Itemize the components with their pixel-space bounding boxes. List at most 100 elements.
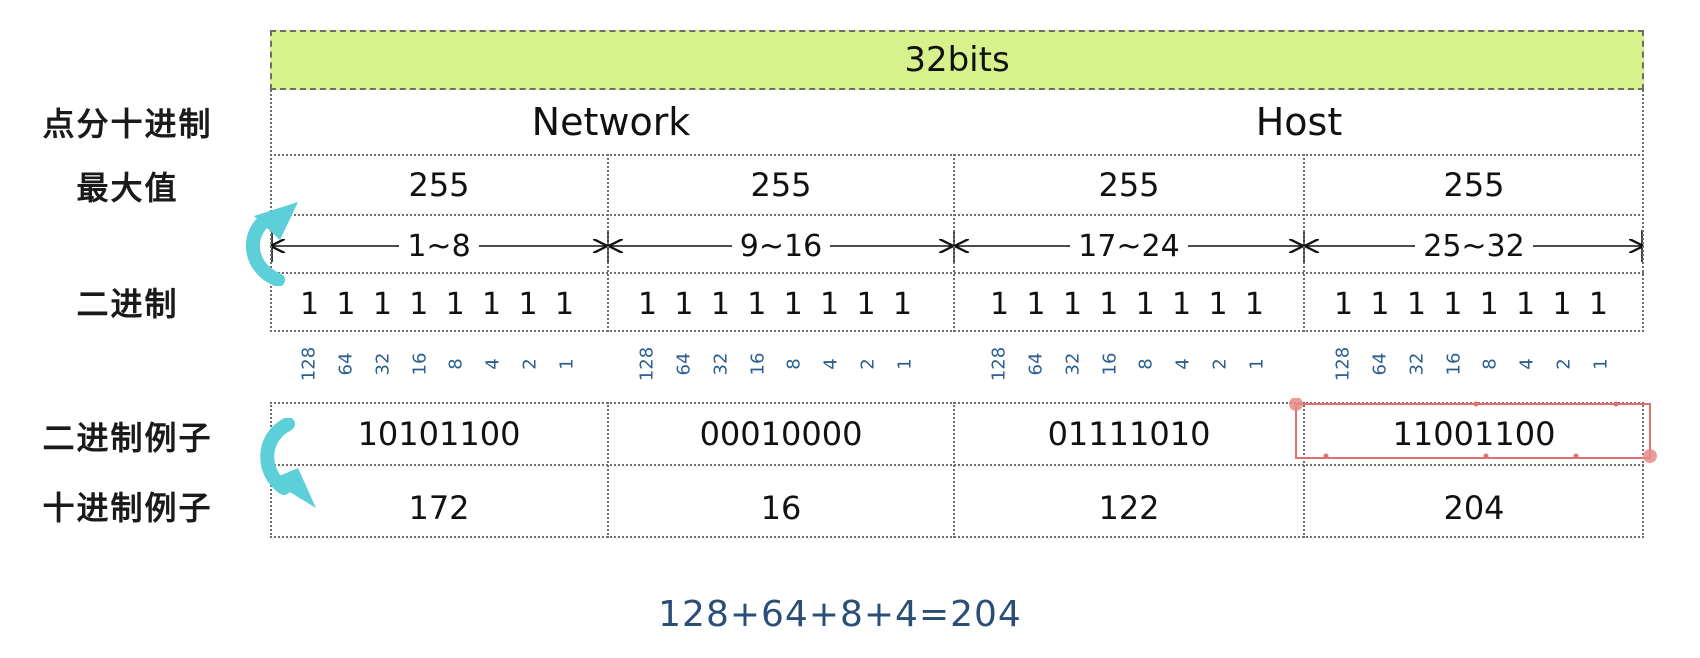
bit-digit: 1 [482, 286, 502, 322]
grid-line [270, 402, 1644, 404]
binary-example-octet-4: 11001100 [1392, 415, 1556, 453]
row-label-dotted-decimal: 点分十进制 [42, 105, 213, 143]
grid-line [270, 154, 1644, 156]
max-value-octet-4: 255 [1443, 166, 1505, 204]
bit-weight: 2 [519, 358, 541, 370]
range-label-1: 1~8 [399, 228, 479, 264]
max-value-octet-2: 255 [750, 166, 812, 204]
range-cell-2: 9~16 [608, 216, 954, 276]
bit-digit: 1 [892, 286, 912, 322]
bits-header-label: 32bits [904, 40, 1010, 80]
bit-digit: 1 [518, 286, 538, 322]
binary-example-octet-3: 01111010 [1047, 415, 1211, 453]
decimal-example-octet-3: 122 [1098, 489, 1160, 527]
bit-weight: 8 [1135, 358, 1157, 370]
bit-weight: 8 [445, 358, 467, 370]
curved-up-arrow-icon [245, 202, 298, 286]
bit-weight: 2 [1553, 358, 1575, 370]
bit-digit: 1 [638, 286, 658, 322]
bit-weight: 16 [747, 352, 769, 376]
grid-line [1642, 402, 1644, 538]
bit-digit: 1 [1479, 286, 1499, 322]
bit-digit: 1 [1334, 286, 1354, 322]
bit-weight: 32 [710, 352, 732, 376]
grid-line [270, 536, 1644, 538]
bit-digit: 1 [747, 286, 767, 322]
row-label-binary-example: 二进制例子 [42, 419, 213, 457]
bit-weight: 1 [894, 358, 916, 370]
grid-line [270, 330, 1644, 332]
bit-digit: 1 [409, 286, 429, 322]
grid-line [270, 272, 1644, 274]
grid-line [1303, 402, 1305, 538]
grid-line [1642, 90, 1644, 332]
range-cell-1: 1~8 [270, 216, 608, 276]
bit-weight: 16 [409, 352, 431, 376]
max-value-octet-1: 255 [408, 166, 470, 204]
bit-weight: 8 [783, 358, 805, 370]
bit-digit: 1 [1135, 286, 1155, 322]
bit-digit: 1 [1516, 286, 1536, 322]
decimal-example-octet-4: 204 [1443, 489, 1505, 527]
grid-line [607, 402, 609, 538]
bit-digit: 1 [1552, 286, 1572, 322]
grid-line [953, 154, 955, 332]
bit-weight: 64 [335, 352, 357, 376]
bit-digit: 1 [783, 286, 803, 322]
bit-digit: 1 [856, 286, 876, 322]
bit-digit: 1 [1026, 286, 1046, 322]
bits-header: 32bits [270, 30, 1644, 90]
bit-weight: 128 [298, 346, 320, 382]
bit-digit: 1 [1443, 286, 1463, 322]
binary-example-octet-1: 10101100 [357, 415, 521, 453]
bit-digit: 1 [336, 286, 356, 322]
range-cell-3: 17~24 [954, 216, 1304, 276]
bit-weight: 64 [1369, 352, 1391, 376]
bit-digit: 1 [1244, 286, 1264, 322]
bit-weight: 2 [1209, 358, 1231, 370]
bit-digit: 1 [445, 286, 465, 322]
bit-weight: 4 [820, 358, 842, 370]
bit-digit: 1 [1208, 286, 1228, 322]
range-label-4: 25~32 [1415, 228, 1533, 264]
bit-digit: 1 [372, 286, 392, 322]
network-label: Network [531, 100, 691, 144]
bit-digit: 1 [300, 286, 320, 322]
decimal-example-octet-1: 172 [408, 489, 470, 527]
bit-weight: 64 [673, 352, 695, 376]
bit-weight: 16 [1099, 352, 1121, 376]
bit-digit: 1 [1062, 286, 1082, 322]
bit-weight: 128 [988, 346, 1010, 382]
bit-digit: 1 [674, 286, 694, 322]
bit-weight: 1 [1590, 358, 1612, 370]
bit-weight: 4 [1172, 358, 1194, 370]
bit-weight: 32 [1406, 352, 1428, 376]
bit-weight: 128 [1332, 346, 1354, 382]
range-cell-4: 25~32 [1304, 216, 1644, 276]
bit-weight: 1 [556, 358, 578, 370]
row-label-decimal-example: 十进制例子 [42, 489, 213, 527]
bit-weight: 32 [372, 352, 394, 376]
bit-weight: 128 [636, 346, 658, 382]
bit-weight: 64 [1025, 352, 1047, 376]
bit-digit: 1 [1370, 286, 1390, 322]
range-label-3: 17~24 [1070, 228, 1188, 264]
bit-digit: 1 [1172, 286, 1192, 322]
bit-weight: 16 [1443, 352, 1465, 376]
decimal-example-octet-2: 16 [760, 489, 802, 527]
bit-weight: 4 [1516, 358, 1538, 370]
max-value-octet-3: 255 [1098, 166, 1160, 204]
bit-digit: 1 [1406, 286, 1426, 322]
bit-digit: 1 [710, 286, 730, 322]
grid-line [607, 154, 609, 332]
bit-weight: 2 [857, 358, 879, 370]
bit-weight: 8 [1479, 358, 1501, 370]
row-label-binary: 二进制 [76, 285, 179, 323]
bit-digit: 1 [1099, 286, 1119, 322]
bit-weight: 32 [1062, 352, 1084, 376]
bit-digit: 1 [990, 286, 1010, 322]
bit-digit: 1 [554, 286, 574, 322]
